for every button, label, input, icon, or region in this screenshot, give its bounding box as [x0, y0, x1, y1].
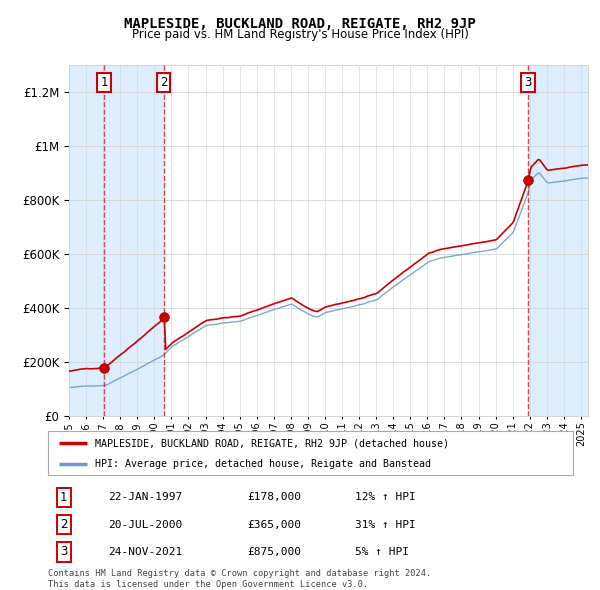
Text: HPI: Average price, detached house, Reigate and Banstead: HPI: Average price, detached house, Reig…: [95, 459, 431, 469]
Text: 31% ↑ HPI: 31% ↑ HPI: [355, 520, 416, 530]
Bar: [104, 65, 164, 416]
Text: 20-JUL-2000: 20-JUL-2000: [109, 520, 182, 530]
Text: MAPLESIDE, BUCKLAND ROAD, REIGATE, RH2 9JP: MAPLESIDE, BUCKLAND ROAD, REIGATE, RH2 9…: [124, 17, 476, 31]
Text: 22-JAN-1997: 22-JAN-1997: [109, 493, 182, 502]
Bar: [164, 65, 528, 416]
Text: Contains HM Land Registry data © Crown copyright and database right 2024.
This d: Contains HM Land Registry data © Crown c…: [48, 569, 431, 589]
Text: 1: 1: [60, 491, 67, 504]
Bar: [69, 65, 104, 416]
Text: 24-NOV-2021: 24-NOV-2021: [109, 547, 182, 557]
Text: 3: 3: [60, 545, 67, 558]
Bar: [528, 65, 588, 416]
Text: Price paid vs. HM Land Registry's House Price Index (HPI): Price paid vs. HM Land Registry's House …: [131, 28, 469, 41]
Text: 12% ↑ HPI: 12% ↑ HPI: [355, 493, 416, 502]
Text: £875,000: £875,000: [248, 547, 302, 557]
Bar: [104, 65, 164, 416]
Text: MAPLESIDE, BUCKLAND ROAD, REIGATE, RH2 9JP (detached house): MAPLESIDE, BUCKLAND ROAD, REIGATE, RH2 9…: [95, 438, 449, 448]
Text: 5% ↑ HPI: 5% ↑ HPI: [355, 547, 409, 557]
Text: £178,000: £178,000: [248, 493, 302, 502]
Text: 2: 2: [160, 76, 167, 89]
Text: 1: 1: [100, 76, 108, 89]
Text: 2: 2: [60, 518, 67, 531]
Text: £365,000: £365,000: [248, 520, 302, 530]
Text: 3: 3: [524, 76, 532, 89]
